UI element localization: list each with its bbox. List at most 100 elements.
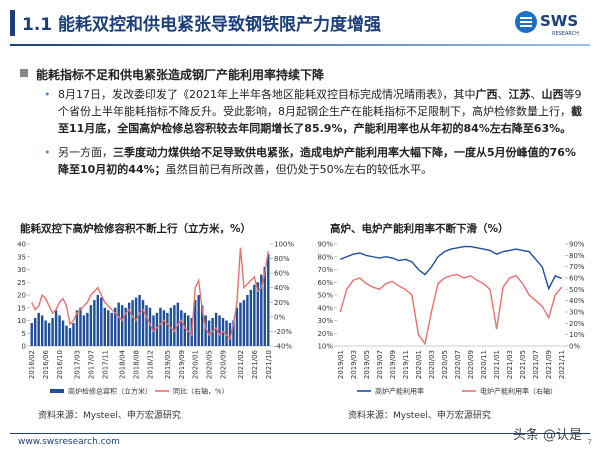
bar [141,300,145,346]
bar [117,302,120,346]
y-tick-label: 15 [17,304,26,312]
bar [260,274,263,346]
bar [180,310,183,346]
y2-tick-label: -20% [274,328,292,336]
bar [131,300,134,346]
line-series [340,245,562,291]
y-tick-label: 10% [317,343,333,351]
y2-tick-label: 100% [274,241,294,249]
x-tick-label: 2019/11 [402,350,410,379]
text-run: 等9个省份上半年能耗指标不降反升。受此影响，8月起钢企生产在能耗指标不足限制下，… [58,88,582,118]
y2-tick-label: 30% [569,309,585,317]
bar [183,312,186,346]
title-bar [10,10,15,36]
bar [37,312,40,346]
x-tick-label: 2021/05 [519,350,527,379]
x-tick-label: 2021/03 [506,350,514,379]
charts: 能耗双控下高炉检修容积不断上行（立方米，%） 0 5 10 15 20 25 30 35 40 -4… [17,222,585,421]
bar [155,312,159,346]
text-run: 、 [530,88,542,101]
source-note: 资料来源：Mysteel、申万宏源研究 [38,409,181,421]
x-tick-label: 2021/10 [265,350,273,379]
y2-tick-label: 80% [274,255,290,263]
x-tick-label: 2021/02 [237,350,245,379]
bar [79,307,82,346]
x-tick-label: 2016/02 [28,350,36,379]
x-tick-label: 2018/08 [133,350,141,379]
y2-tick-label: -40% [274,343,292,351]
x-tick-label: 2020/07 [454,350,462,379]
text-run: 山西 [541,88,564,101]
bar [89,305,93,346]
y-tick-label: 50% [317,292,333,300]
bar [148,307,152,346]
y2-tick-label: 20% [569,320,585,328]
bar [159,307,162,346]
x-tick-label: 2020/09 [220,350,228,379]
bar [246,295,249,346]
y-tick-label: 90% [317,241,333,249]
bar [214,312,218,346]
section-marker [20,69,28,77]
bar [194,300,197,346]
y-tick-label: 25 [17,279,26,287]
y2-tick-label: 60% [569,275,585,283]
bar [267,254,270,346]
x-tick-label: 2018/12 [147,350,155,379]
bar [124,307,127,346]
bar [207,320,211,346]
bar [51,317,54,346]
y2-tick-label: 50% [569,286,585,294]
x-tick-label: 2016/06 [42,349,50,379]
y-tick-label: 80% [317,253,333,261]
y-tick-label: 10 [17,317,26,325]
text-run: 截至11月底，全国高炉检修总容积较去年同期增长了85.9%，产能利用率也从年初的… [58,105,582,135]
x-tick-label: 2020/11 [480,350,488,379]
bar [110,312,113,346]
x-tick-label: 2021/11 [558,350,566,379]
y2-tick-label: 90% [569,241,585,249]
x-tick-label: 2019/09 [178,350,186,379]
bar [232,320,235,346]
page-number: 7 [587,438,592,446]
x-tick-label: 2018/04 [119,349,127,379]
x-tick-label: 2019/03 [350,350,358,379]
y-tick-label: 35 [17,253,26,261]
x-tick-label: 2016/10 [56,350,64,379]
bar [166,312,169,346]
bar [58,315,61,346]
bar [40,315,44,346]
bar [75,310,79,346]
bar [103,307,106,346]
source-note: 资料来源：Mysteel、申万宏源研究 [348,409,491,421]
x-tick-label: 2019/01 [337,350,345,379]
y-tick-label: 0 [22,343,26,351]
bar [68,328,72,346]
text-run: 另一方面， [58,146,113,159]
bar [100,297,103,346]
legend-label: 高炉检修总容积（立方米） [68,387,152,396]
bar [138,295,141,346]
bar [54,310,58,346]
line-series [339,273,563,346]
x-tick-label: 2020/05 [206,350,214,379]
bar [145,305,148,346]
bar [239,302,242,346]
x-tick-label: 2017/11 [101,350,109,379]
x-tick-label: 2019/05 [363,350,371,379]
y2-tick-label: 0% [569,343,580,351]
y-tick-label: 20% [317,330,333,338]
bar [253,284,256,346]
y2-tick-label: 20% [274,299,290,307]
bar [200,305,204,346]
x-tick-label: 2017/03 [73,350,81,379]
line-series [31,247,269,341]
bar [256,282,260,346]
slide-title: 1.1 能耗双控和供电紧张导致钢铁限产力度增强 [22,15,382,35]
bar [114,307,117,346]
bar [162,310,166,346]
y-tick-label: 70% [317,266,333,274]
bullet-list: 8月17日，发改委印发了《2021年上半年各地区能耗双控目标完成情况晴雨表》，其… [44,86,586,185]
chart-title: 能耗双控下高炉检修容积不断上行（立方米，%） [20,222,251,235]
